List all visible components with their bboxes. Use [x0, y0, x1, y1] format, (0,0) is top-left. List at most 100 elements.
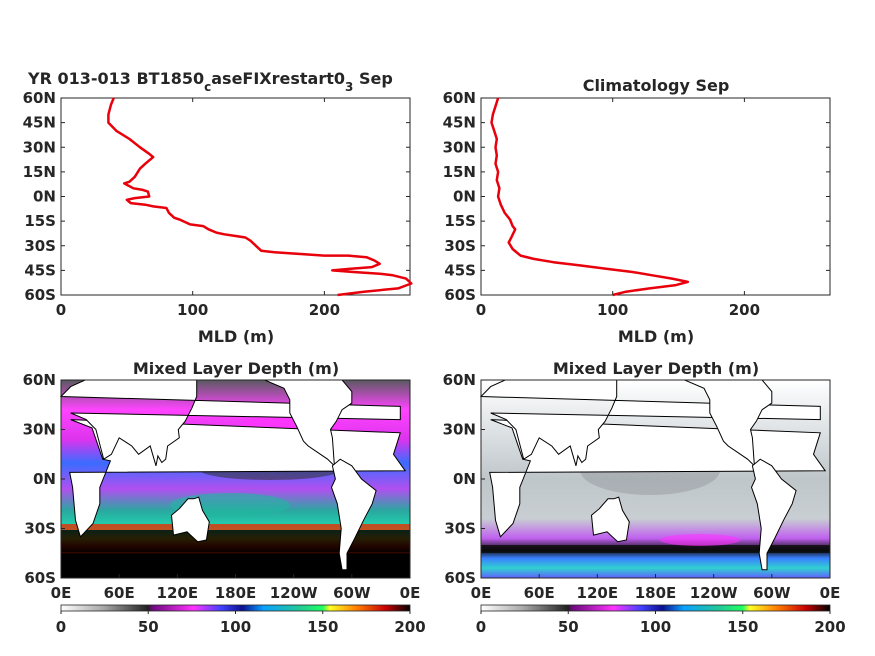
- map-x-tick-label: 60E: [104, 584, 135, 602]
- x-tick-label: 100: [597, 301, 628, 319]
- map-x-tick-label: 120E: [577, 584, 619, 602]
- colorbar-tick-label: 0: [56, 618, 66, 636]
- colorbar-tick-label: 150: [307, 618, 338, 636]
- y-tick-label: 60N: [23, 89, 56, 107]
- y-tick-label: 45S: [444, 261, 476, 279]
- map-x-tick-label: 60E: [524, 584, 555, 602]
- map-y-tick-label: 0N: [453, 470, 476, 488]
- y-ticks-model: 60N 45N 30N 15N 0N 15S 30S 45S 60S: [23, 89, 410, 304]
- southern-ocean-deep-band-climatology: [481, 545, 830, 553]
- map-x-tick-label: 120E: [157, 584, 199, 602]
- land-masses-climatology: [479, 379, 827, 571]
- series-group-climatology: [490, 97, 690, 297]
- y-tick-label: 60N: [443, 89, 476, 107]
- y-tick-label: 15S: [444, 212, 476, 230]
- y-tick-label: 30S: [444, 237, 476, 255]
- land-south-america: [750, 458, 797, 571]
- map-y-tick-label: 30S: [24, 520, 56, 538]
- map-y-ticks-model: 60N 30N 0N 30S 60S: [23, 371, 65, 587]
- south-atlantic-patch-climatology: [660, 534, 740, 546]
- chart-title-model: YR 013-013 BT1850caseFIXrestart03 Sep: [27, 69, 393, 94]
- series-group-model: [107, 97, 413, 297]
- land-north-america: [665, 379, 773, 468]
- colorbar-climatology: [480, 604, 831, 612]
- map-x-tick-label: 0E: [820, 584, 841, 602]
- mld-profile-line: [107, 97, 413, 297]
- x-axis-label-model: MLD (m): [198, 327, 274, 346]
- y-tick-label: 45N: [23, 114, 56, 132]
- y-tick-label: 60S: [24, 286, 56, 304]
- map-y-tick-label: 60S: [444, 569, 476, 587]
- land-masses-model: [59, 379, 407, 571]
- colorbar-tick-label: 50: [138, 618, 159, 636]
- map-y-tick-label: 60N: [23, 371, 56, 389]
- y-tick-label: 0N: [453, 188, 476, 206]
- title-part-sub2: 3: [345, 80, 353, 94]
- y-tick-label: 30S: [24, 237, 56, 255]
- map-title-climatology: Mixed Layer Depth (m): [553, 359, 759, 378]
- map-x-tick-label: 0E: [471, 584, 492, 602]
- map-x-tick-label: 120W: [690, 584, 738, 602]
- x-tick-label: 200: [309, 301, 340, 319]
- map-x-tick-label: 120W: [270, 584, 318, 602]
- x-tick-label: 0: [476, 301, 486, 319]
- colorbar-tick-label: 0: [476, 618, 486, 636]
- x-ticks-climatology: 0 100 200: [476, 98, 760, 319]
- colorbar-tick-label: 100: [640, 618, 671, 636]
- map-y-tick-label: 30S: [444, 520, 476, 538]
- chart-title-climatology: Climatology Sep: [583, 76, 730, 95]
- colorbar-tick-label: 100: [220, 618, 251, 636]
- land-australia: [170, 496, 210, 543]
- y-tick-label: 45N: [443, 114, 476, 132]
- y-tick-label: 15N: [443, 163, 476, 181]
- title-part-main: YR 013-013 BT1850: [27, 69, 204, 88]
- panel-climatology-profile: Climatology Sep 60N45N30N15N0N15S30S45S6…: [443, 76, 831, 346]
- panel-model-profile: YR 013-013 BT1850caseFIXrestart03 Sep 60…: [23, 69, 413, 346]
- x-tick-label: 100: [177, 301, 208, 319]
- land-south-america: [330, 458, 377, 571]
- x-ticks-model: 0 100 200: [56, 98, 340, 319]
- y-tick-label: 0N: [33, 188, 56, 206]
- map-y-tick-label: 0N: [33, 470, 56, 488]
- map-x-tick-label: 0E: [51, 584, 72, 602]
- map-x-tick-label: 180E: [215, 584, 257, 602]
- map-y-ticks-climatology: 60N 30N 0N 30S 60S: [443, 371, 485, 587]
- map-field-climatology: [479, 379, 830, 578]
- map-y-tick-label: 30N: [443, 421, 476, 439]
- title-part-mid: aseFIXrestart0: [211, 69, 345, 88]
- colorbar-ticks-climatology: 0 50 100 150 200: [476, 611, 846, 636]
- mld-profile-line: [490, 97, 690, 297]
- plot-frame-climatology: [480, 97, 831, 296]
- x-tick-label: 0: [56, 301, 66, 319]
- map-y-tick-label: 60S: [24, 569, 56, 587]
- map-x-tick-label: 60W: [753, 584, 791, 602]
- title-part-end: Sep: [353, 69, 392, 88]
- colorbar-tick-label: 150: [727, 618, 758, 636]
- land-north-america: [245, 379, 353, 468]
- y-ticks-climatology: 60N 45N 30N 15N 0N 15S 30S 45S 60S: [443, 89, 830, 304]
- colorbar-tick-label: 200: [394, 618, 425, 636]
- colorbar-tick-label: 200: [814, 618, 845, 636]
- x-tick-label: 200: [729, 301, 760, 319]
- southern-ocean-front-model: [61, 524, 410, 530]
- title-part-sub1: c: [204, 80, 211, 94]
- y-tick-label: 60S: [444, 286, 476, 304]
- map-field-model: [59, 379, 410, 578]
- y-tick-label: 45S: [24, 261, 56, 279]
- colorbar-ticks-model: 0 50 100 150 200: [56, 611, 426, 636]
- map-x-ticks-model: 0E 60E 120E 180E 120W 60W 0E: [51, 574, 421, 602]
- y-tick-label: 30N: [23, 138, 56, 156]
- colorbar-tick-label: 50: [558, 618, 579, 636]
- map-x-ticks-climatology: 0E 60E 120E 180E 120W 60W 0E: [471, 574, 841, 602]
- map-x-tick-label: 180E: [635, 584, 677, 602]
- x-axis-label-climatology: MLD (m): [618, 327, 694, 346]
- map-x-tick-label: 0E: [400, 584, 421, 602]
- y-tick-label: 30N: [443, 138, 476, 156]
- map-title-model: Mixed Layer Depth (m): [133, 359, 339, 378]
- y-tick-label: 15N: [23, 163, 56, 181]
- map-y-tick-label: 30N: [23, 421, 56, 439]
- colorbar-model: [60, 604, 411, 612]
